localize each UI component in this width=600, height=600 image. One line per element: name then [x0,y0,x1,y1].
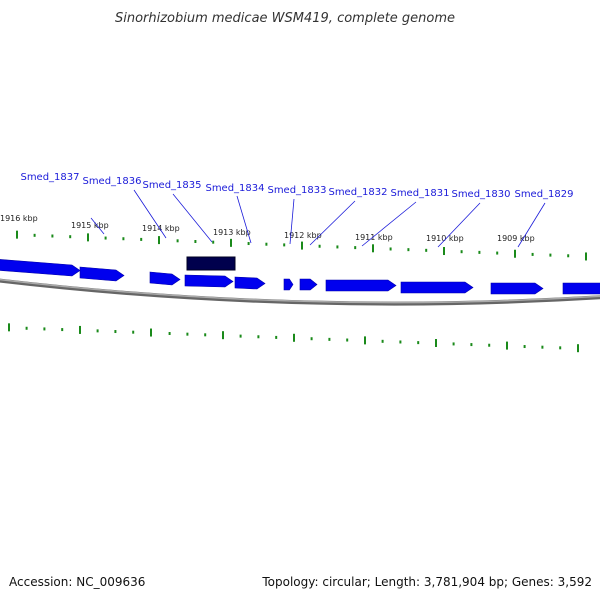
gene-arrow[interactable] [325,279,397,292]
accession-text: Accession: NC_009636 [9,575,146,589]
gene-arrow[interactable] [0,259,81,277]
gene-label-line [133,189,167,239]
gene-selected-highlight[interactable] [186,256,236,271]
gene-label-line [172,193,213,243]
gene-arrow[interactable] [79,266,125,282]
gene-arrow[interactable] [283,278,294,291]
gene-label-line [361,201,417,247]
gene-arrow[interactable] [490,282,544,295]
gene-label[interactable]: Smed_1833 [267,185,326,196]
tick-label: 1913 kbp [213,228,251,237]
gene-label[interactable]: Smed_1834 [205,183,264,194]
gene-track [0,256,600,295]
tick-label: 1912 kbp [284,231,322,240]
inner-tick-ring [8,323,579,353]
backbone [0,278,600,306]
tick-labels: 1916 kbp 1915 kbp 1914 kbp 1913 kbp 1912 kbp… [0,214,535,243]
gene-arrow[interactable] [562,282,600,295]
tick-label: 1914 kbp [142,224,180,233]
map-title: Sinorhizobium medicae WSM419, complete g… [115,11,455,26]
genome-summary-text: Topology: circular; Length: 3,781,904 bp… [262,575,592,589]
tick-label: 1916 kbp [0,214,38,223]
gene-label-connectors [90,189,546,248]
tick-label: 1909 kbp [497,234,535,243]
gene-label[interactable]: Smed_1837 [20,172,79,183]
gene-label-line [517,202,546,248]
tick-label: 1911 kbp [355,233,393,242]
gene-arrow[interactable] [400,281,474,294]
tick-label: 1915 kbp [71,221,109,230]
gene-label[interactable]: Smed_1830 [451,189,510,200]
gene-label[interactable]: Smed_1835 [142,180,201,191]
gene-label-line [437,202,481,248]
gene-arrow[interactable] [299,278,318,291]
gene-arrow[interactable] [234,276,266,290]
tick-label: 1910 kbp [426,234,464,243]
gene-label-line [236,195,252,244]
gene-label[interactable]: Smed_1836 [82,176,141,187]
gene-label-line [90,217,105,235]
gene-label-line [309,200,356,246]
gene-label[interactable]: Smed_1832 [328,187,387,198]
gene-label[interactable]: Smed_1831 [390,188,449,199]
outer-tick-ring [16,230,587,261]
gene-label[interactable]: Smed_1829 [514,189,573,200]
gene-labels: Smed_1837 Smed_1836 Smed_1835 Smed_1834 Smed… [20,172,573,200]
gene-arrow[interactable] [149,271,181,286]
gene-label-line [289,198,295,245]
gene-arrow[interactable] [184,274,234,288]
